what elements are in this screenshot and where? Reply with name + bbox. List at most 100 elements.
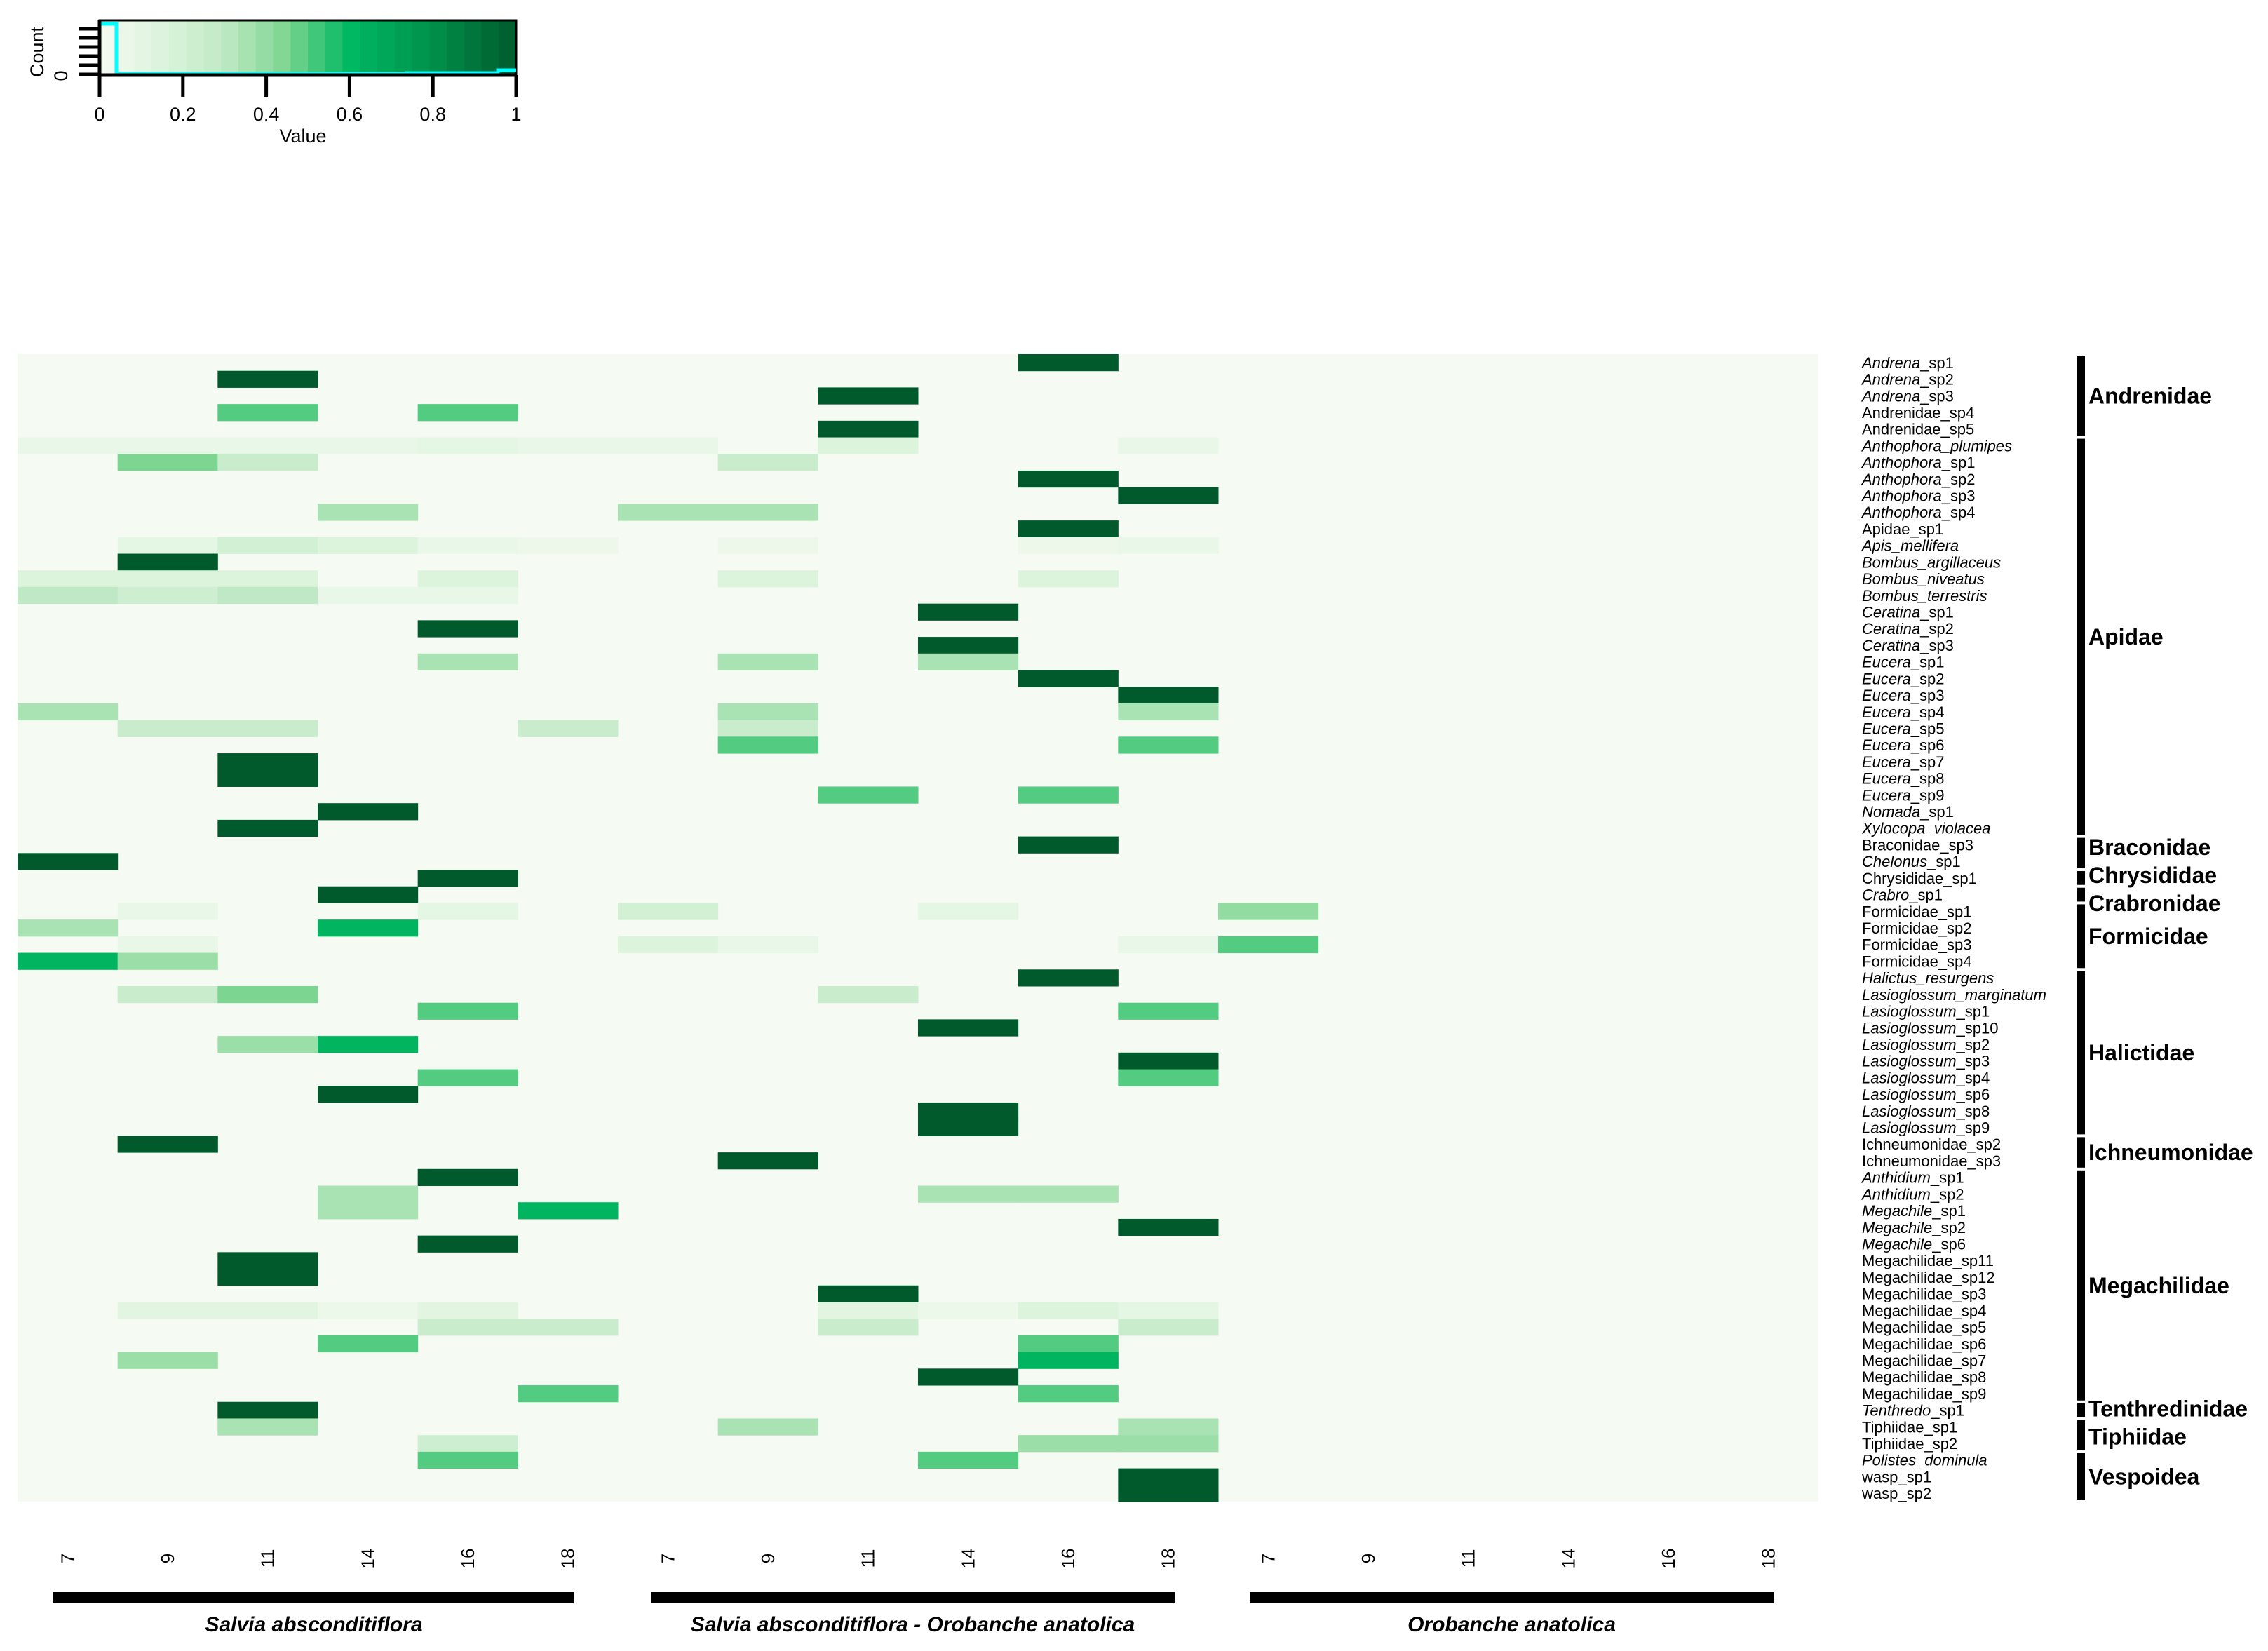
heatmap-cell	[417, 653, 518, 670]
family-label: Halictidae	[2088, 1040, 2194, 1065]
heatmap-cell	[717, 936, 818, 954]
heatmap-cell	[1118, 487, 1219, 504]
family-label: Vespoidea	[2088, 1464, 2200, 1489]
heatmap-cell	[117, 936, 218, 954]
row-label-genus: Anthophora	[1861, 487, 1942, 505]
color-key-block	[221, 20, 239, 75]
column-tick-label: 18	[1158, 1549, 1179, 1569]
heatmap-cell	[1018, 1435, 1119, 1453]
row-label: Eucera_sp3	[1862, 687, 1944, 704]
color-key-block	[186, 20, 205, 75]
count-axis	[79, 20, 102, 97]
row-label: Ceratina_sp2	[1862, 620, 1954, 638]
row-label-suffix: _sp5	[1910, 720, 1945, 737]
column-tick-label: 7	[1257, 1554, 1278, 1563]
column-tick-label: 11	[1458, 1549, 1479, 1568]
family-bracket	[2077, 971, 2085, 1135]
row-label: Lasioglossum_sp6	[1862, 1086, 1990, 1103]
row-label: Ichneumonidae_sp2	[1862, 1136, 2001, 1153]
heatmap-cell	[117, 454, 218, 471]
row-label-suffix: _sp1	[1908, 887, 1943, 904]
row-label: Eucera_sp1	[1862, 654, 1944, 671]
color-key-block	[290, 20, 309, 75]
row-label-suffix: _sp7	[1910, 753, 1945, 771]
row-label: Lasioglossum_sp4	[1862, 1069, 1990, 1086]
column-tick-label: 14	[357, 1549, 378, 1569]
heatmap-cell	[1118, 936, 1219, 954]
row-label: wasp_sp1	[1861, 1468, 1931, 1485]
heatmap-cell	[818, 786, 919, 804]
value-tick-label: 0.2	[170, 104, 196, 125]
row-label-suffix: _sp2	[1931, 1219, 1966, 1236]
group-label: Orobanche anatolica	[1408, 1613, 1616, 1636]
family-label: Formicidae	[2088, 924, 2208, 949]
column-tick-label: 11	[858, 1549, 879, 1568]
heatmap-cell	[18, 703, 119, 721]
value-tick-label: 0.6	[337, 104, 363, 125]
family-bracket	[2077, 356, 2085, 436]
heatmap-cell	[217, 454, 318, 471]
color-key-block	[151, 20, 170, 75]
row-label-genus: Chelonus	[1862, 853, 1927, 870]
heatmap-cell	[217, 1252, 318, 1269]
heatmap-cell	[1118, 1218, 1219, 1236]
column-tick-label: 16	[1058, 1549, 1079, 1569]
value-tick-label: 0	[94, 104, 104, 125]
row-label-suffix: _sp2	[1910, 670, 1945, 687]
heatmap-cell	[818, 1302, 919, 1319]
color-key-block	[308, 20, 326, 75]
column-tick-label: 7	[57, 1554, 78, 1563]
heatmap-cell	[1018, 1185, 1119, 1203]
column-tick-label: 7	[657, 1554, 678, 1563]
heatmap-cell	[417, 570, 518, 588]
row-label: Tenthredo_sp1	[1862, 1402, 1964, 1420]
value-axis: 0 0.2 0.4 0.6 0.8 1	[94, 73, 522, 125]
column-tick-label: 9	[757, 1554, 778, 1563]
heatmap-cell	[918, 1368, 1019, 1386]
heatmap-cell	[1118, 1468, 1219, 1485]
heatmap-cell	[318, 1185, 419, 1203]
row-label-genus: Anthophora	[1861, 454, 1942, 471]
row-label-genus: Eucera	[1862, 703, 1911, 721]
row-label: Megachilidae_sp4	[1862, 1302, 1986, 1319]
heatmap-cell	[417, 620, 518, 638]
row-label: Bombus_niveatus	[1862, 570, 1985, 588]
row-label: Eucera_sp4	[1862, 703, 1944, 721]
group-bar	[651, 1592, 1175, 1603]
column-tick-label: 14	[957, 1549, 978, 1569]
row-label: Megachile_sp2	[1862, 1219, 1966, 1236]
heatmap-cell	[117, 553, 218, 571]
heatmap-cell	[417, 1451, 518, 1469]
heatmap-cell	[417, 1319, 518, 1336]
column-tick-label: 11	[257, 1549, 278, 1568]
heatmap-cell	[117, 952, 218, 970]
row-label: Anthophora_sp1	[1861, 454, 1975, 471]
row-label-suffix: _sp3	[1919, 387, 1954, 405]
row-label-suffix: _sp9	[1956, 1119, 1990, 1137]
heatmap-cell	[18, 853, 119, 870]
row-label: Chelonus_sp1	[1862, 853, 1961, 870]
heatmap-cell	[417, 1302, 518, 1319]
heatmap-cell	[318, 1302, 419, 1319]
row-label: Apidae_sp1	[1862, 520, 1943, 538]
color-key-block	[134, 20, 153, 75]
row-label-genus: Lasioglossum	[1862, 1003, 1957, 1020]
row-label-suffix: _sp2	[1919, 371, 1954, 389]
color-key-gradient	[100, 20, 517, 75]
value-tick-label: 0.4	[253, 104, 280, 125]
row-label-genus: Lasioglossum	[1862, 1053, 1957, 1070]
row-label: Megachilidae_sp6	[1862, 1335, 1986, 1353]
row-label: Eucera_sp2	[1862, 670, 1944, 687]
family-bracket	[2077, 837, 2085, 869]
color-key-block	[169, 20, 187, 75]
row-label: Andrenidae_sp4	[1862, 404, 1974, 422]
heatmap-cell	[518, 720, 619, 737]
heatmap-cell	[318, 1086, 419, 1103]
heatmap-cell	[318, 437, 419, 454]
heatmap-cell	[1118, 1302, 1219, 1319]
heatmap-cell	[318, 586, 419, 605]
heatmap-cell	[1018, 1335, 1119, 1353]
color-key-block	[360, 20, 378, 75]
heatmap-cell	[217, 570, 318, 588]
